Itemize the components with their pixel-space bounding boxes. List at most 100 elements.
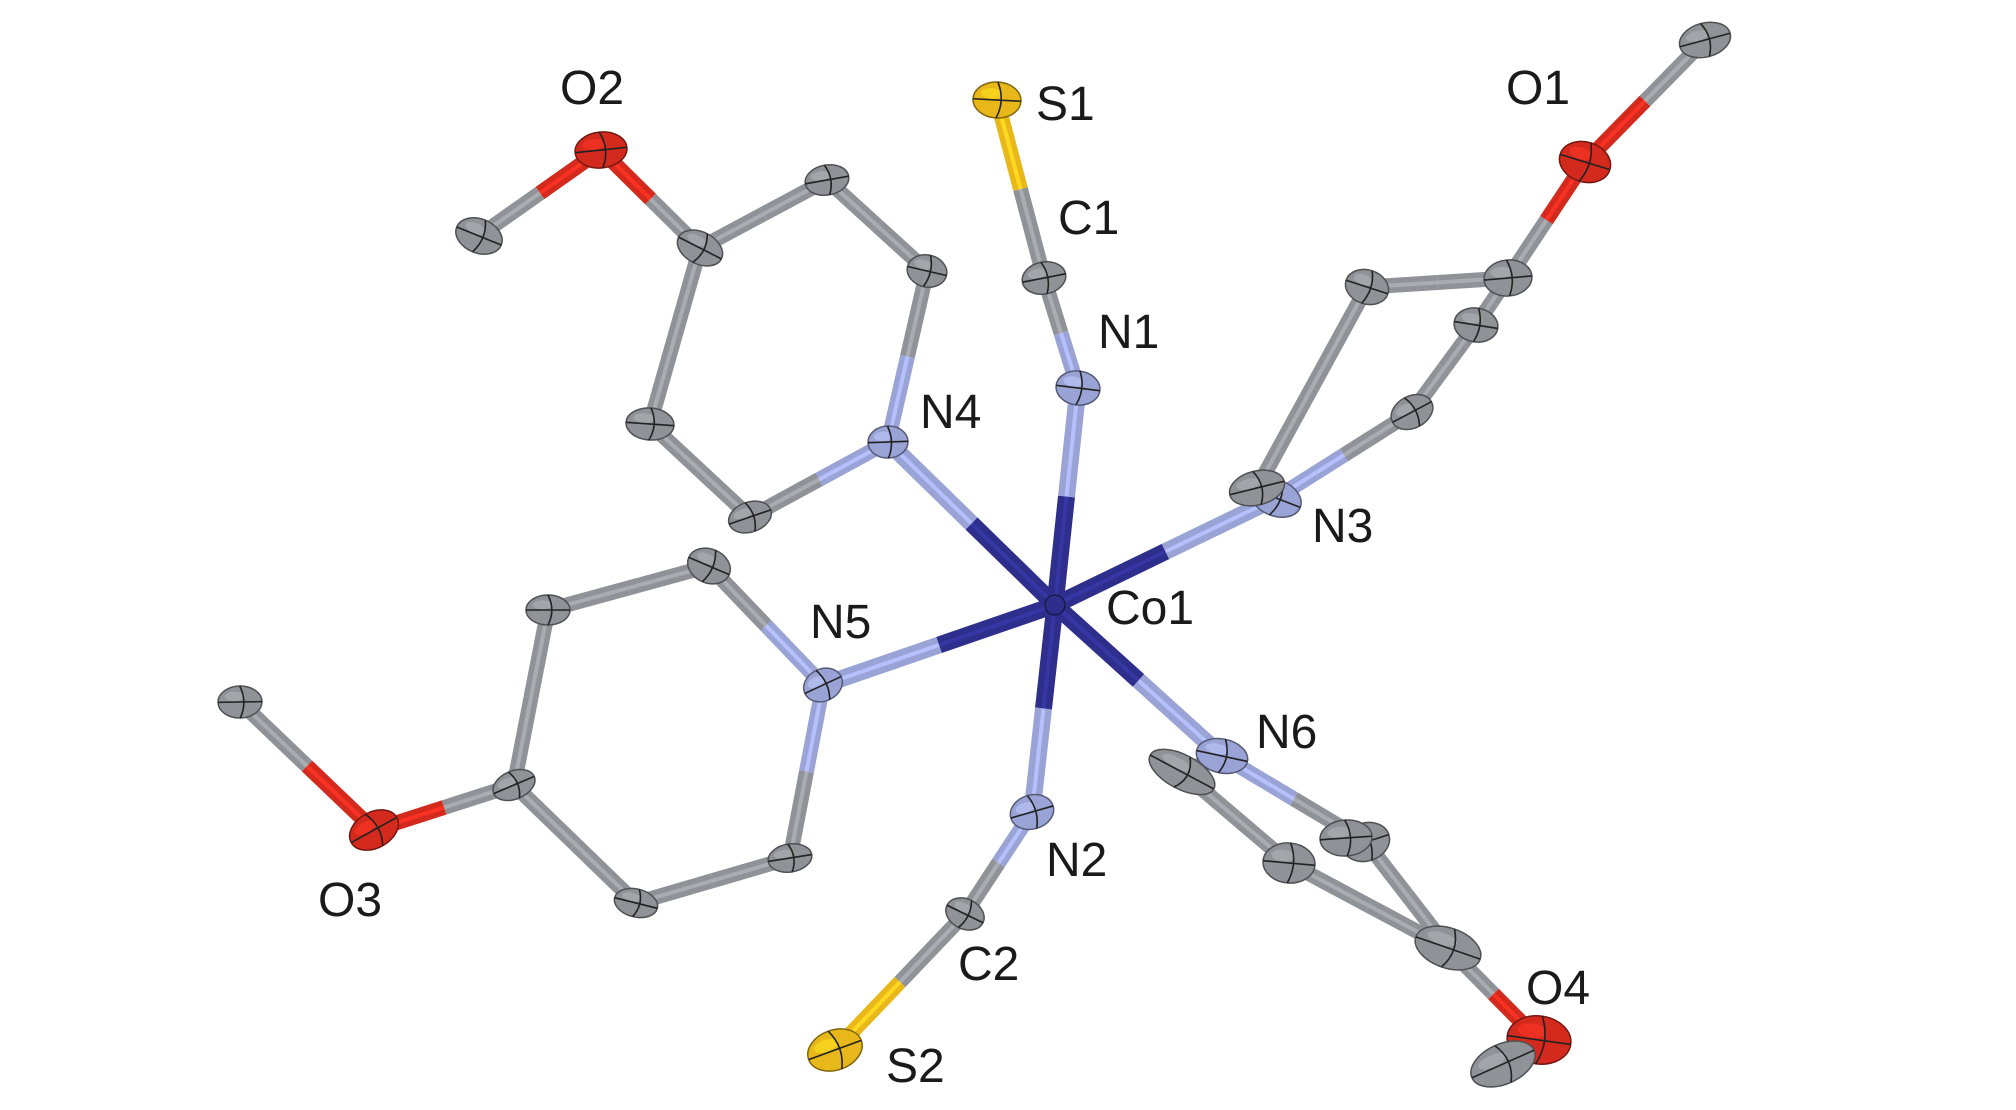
atom-a5 (727, 500, 773, 534)
principal-axis (1700, 23, 1712, 57)
principal-axis (1415, 936, 1481, 960)
atom-highlight (1271, 849, 1295, 862)
atom-c2 (525, 594, 571, 626)
principal-axis (614, 896, 658, 910)
bond-highlight (1053, 603, 1140, 682)
principal-axis (744, 502, 757, 532)
atom-S2 (807, 1028, 863, 1072)
atom-label-s2: S2 (886, 1040, 945, 1093)
atom-d2 (1262, 842, 1316, 884)
atom-c5 (767, 843, 813, 873)
atom-O1 (1558, 140, 1612, 184)
atom-b4 (1453, 307, 1499, 343)
bond-c1-c2 (546, 558, 711, 618)
principal-axis (493, 775, 535, 795)
principal-axis (1471, 1049, 1535, 1079)
principal-axis (1559, 153, 1611, 171)
principal-axis (688, 556, 730, 576)
atom-CH1 (1678, 21, 1732, 59)
bond-c5-N5 (782, 683, 831, 860)
bond-O1-CH1 (1579, 34, 1711, 168)
atom-N5 (802, 667, 844, 703)
atom-highlight (1517, 1023, 1547, 1038)
bond-Co1-N1 (1046, 387, 1087, 606)
atom-label-co1: Co1 (1106, 582, 1194, 635)
bond-highlight (1041, 604, 1057, 709)
principal-axis (239, 685, 245, 719)
principal-axis (867, 440, 909, 444)
principal-axis (1229, 480, 1285, 496)
atom-d5 (1319, 819, 1373, 857)
principal-axis (886, 425, 893, 459)
bond-highlight (1054, 549, 1167, 607)
atom-a1 (906, 254, 948, 288)
principal-axis (456, 226, 502, 246)
principal-axis (1022, 273, 1066, 283)
principal-axis (1026, 795, 1038, 829)
atom-highlight (873, 431, 892, 442)
principal-axis (1440, 928, 1457, 968)
atom-highlight (465, 222, 486, 235)
principal-axis (827, 1030, 843, 1069)
atom-label-s1: S1 (1036, 78, 1095, 131)
bond-highlight (1053, 496, 1069, 606)
principal-axis (1578, 142, 1593, 182)
bond-a2-a1 (821, 174, 933, 277)
atom-highlight (980, 87, 1003, 99)
principal-axis (472, 220, 487, 253)
atom-label-n5: N5 (810, 596, 871, 649)
principal-axis (787, 843, 795, 873)
principal-axis (1484, 275, 1532, 281)
principal-axis (1075, 370, 1083, 406)
atom-highlight (582, 138, 606, 150)
atom-label-o4: O4 (1526, 962, 1590, 1015)
bond-highlight (886, 440, 973, 525)
bond-highlight (1064, 387, 1080, 497)
principal-axis (632, 889, 642, 918)
atom-highlight (1461, 312, 1482, 324)
atom-highlight (1205, 743, 1229, 755)
bond-a5-a4 (644, 418, 756, 523)
principal-axis (768, 853, 812, 863)
principal-axis (805, 175, 849, 185)
atom-d1 (1148, 748, 1216, 796)
atom-highlight (354, 820, 376, 836)
principal-axis (547, 594, 553, 626)
atom-highlight (914, 259, 933, 270)
atom-O2 (574, 131, 628, 169)
principal-axis (1344, 819, 1352, 857)
bond-highlight (1310, 286, 1369, 389)
atom-C1 (1021, 260, 1067, 296)
atom-N1 (1055, 370, 1101, 406)
principal-axis (678, 236, 722, 260)
atom-c4 (613, 887, 659, 919)
atom-CH4 (1470, 1040, 1536, 1088)
principal-axis (815, 669, 831, 700)
principal-axis (598, 131, 607, 169)
principal-axis (1345, 279, 1389, 295)
principal-axis (1056, 384, 1100, 392)
bond-highlight (970, 522, 1057, 607)
atom-highlight (1685, 30, 1709, 42)
bond-Co1-N2 (1023, 604, 1064, 813)
atom-highlight (814, 1038, 839, 1053)
principal-axis (508, 771, 521, 798)
principal-axis (1320, 835, 1372, 841)
principal-axis (1472, 307, 1482, 343)
atom-highlight (532, 600, 553, 610)
bond-Co1-N4 (882, 435, 1061, 612)
atom-highlight (1236, 478, 1262, 490)
atom-Co1 (1044, 594, 1066, 616)
atom-label-c1: C1 (1058, 192, 1119, 245)
atom-label-n2: N2 (1046, 834, 1107, 887)
atom-highlight (1015, 802, 1035, 814)
bond-O3-CH3 (234, 696, 380, 836)
atom-CH3 (217, 685, 263, 719)
atom-C2 (945, 897, 985, 931)
principal-axis (1286, 842, 1295, 884)
atom-highlight (1162, 753, 1192, 772)
atom-label-n1: N1 (1098, 306, 1159, 359)
bond-C2-S2 (829, 908, 971, 1056)
atom-highlight (1027, 268, 1048, 279)
atom-S1 (972, 81, 1022, 119)
